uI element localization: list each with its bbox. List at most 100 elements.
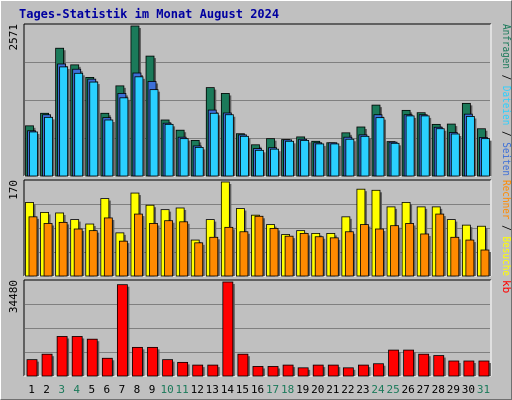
bar-kb-day-9 (147, 346, 158, 377)
bar-kb-day-22 (342, 367, 354, 377)
legend-separator: / (500, 220, 512, 237)
x-tick-label-day-31: 31 (477, 383, 490, 396)
bar-kb-day-7 (116, 284, 128, 377)
bar-dateien-day-16 (255, 149, 264, 177)
x-tick-label-day-27: 27 (417, 383, 430, 396)
x-tick-label-day-18: 18 (281, 383, 294, 396)
x-tick-label-day-15: 15 (236, 383, 249, 396)
bar-kb-day-1 (26, 359, 38, 377)
bar-rechner-day-25 (390, 225, 399, 277)
bar-kb-day-26 (403, 349, 415, 377)
x-tick-label-day-7: 7 (119, 383, 126, 396)
bar-rechner-day-10 (164, 220, 173, 277)
bar-dateien-day-8 (134, 76, 144, 177)
bar-kb-day-25 (388, 349, 399, 377)
x-tick-label-day-24: 24 (371, 383, 385, 396)
bar-kb-day-29 (448, 360, 460, 377)
x-tick-label-day-13: 13 (206, 383, 219, 396)
x-tick-label-day-8: 8 (134, 383, 141, 396)
bar-dateien-day-23 (360, 135, 370, 177)
bar-rechner-day-29 (450, 236, 460, 277)
x-tick-label-day-9: 9 (149, 383, 156, 396)
bar-kb-day-12 (192, 364, 204, 377)
x-tick-label-day-14: 14 (221, 383, 235, 396)
x-tick-label-day-3: 3 (58, 383, 65, 396)
bar-dateien-day-11 (179, 138, 189, 177)
bar-kb-day-23 (358, 364, 369, 377)
x-tick-label-day-6: 6 (104, 383, 111, 396)
x-tick-label-day-4: 4 (73, 383, 80, 396)
bar-kb-day-17 (267, 366, 279, 377)
bar-dateien-day-6 (104, 119, 114, 177)
x-tick-label-day-16: 16 (251, 383, 264, 396)
bar-rechner-day-22 (344, 231, 354, 277)
bar-dateien-day-22 (345, 138, 355, 177)
x-tick-label-day-25: 25 (386, 383, 399, 396)
bar-rechner-day-19 (299, 233, 309, 277)
bar-kb-day-16 (252, 366, 264, 377)
bar-rechner-day-23 (360, 224, 369, 277)
bar-kb-day-24 (373, 363, 384, 377)
bar-rechner-day-30 (465, 239, 475, 277)
bar-kb-day-3 (56, 336, 68, 377)
bar-rechner-day-14 (224, 226, 234, 277)
bar-dateien-day-26 (405, 115, 415, 177)
x-tick-label-day-5: 5 (88, 383, 95, 396)
bar-dateien-day-2 (44, 116, 53, 177)
bar-rechner-day-21 (329, 237, 339, 277)
bar-rechner-day-26 (405, 223, 415, 277)
bar-dateien-day-5 (89, 81, 99, 177)
x-tick-label-day-26: 26 (402, 383, 415, 396)
bar-dateien-day-10 (164, 123, 174, 177)
bar-rechner-day-7 (118, 240, 128, 277)
bar-kb-day-15 (237, 353, 249, 377)
bar-dateien-day-15 (240, 135, 249, 177)
bar-kb-day-19 (297, 367, 309, 377)
y-axis-max-label-3: 34480 (7, 280, 20, 313)
x-tick-label-day-12: 12 (191, 383, 204, 396)
bar-rechner-day-6 (103, 217, 113, 277)
bar-dateien-day-31 (481, 138, 490, 177)
bar-rechner-day-16 (254, 215, 264, 277)
bar-rechner-day-3 (58, 221, 68, 277)
bar-kb-day-21 (327, 364, 339, 377)
bar-rechner-day-2 (43, 223, 53, 277)
bar-rechner-day-17 (269, 228, 279, 277)
legend-labels-1: Anfragen / Dateien / Seiten (500, 24, 512, 176)
bar-kb-day-11 (177, 361, 189, 377)
bar-dateien-day-28 (435, 128, 445, 177)
x-tick-label-day-22: 22 (341, 383, 354, 396)
bar-rechner-day-11 (179, 221, 189, 277)
bar-rechner-day-13 (209, 236, 219, 277)
bar-dateien-day-9 (149, 89, 159, 177)
bar-dateien-day-25 (390, 142, 400, 177)
bar-kb-day-4 (71, 336, 83, 377)
bar-dateien-day-7 (119, 97, 129, 177)
bar-kb-day-8 (132, 346, 143, 377)
y-axis-max-label-2: 170 (7, 180, 20, 200)
bar-kb-day-28 (433, 355, 445, 377)
x-tick-label-day-20: 20 (311, 383, 324, 396)
bar-kb-day-6 (101, 357, 113, 377)
bar-kb-day-14 (222, 281, 234, 377)
bar-dateien-day-18 (285, 140, 294, 177)
bar-dateien-day-17 (270, 148, 279, 177)
x-tick-label-day-11: 11 (176, 383, 189, 396)
legend-labels-2: Rechner / Besuche (500, 180, 512, 276)
x-tick-label-day-17: 17 (266, 383, 279, 396)
chart-title: Tages-Statistik im Monat August 2024 (19, 7, 280, 21)
legend-anfragen: Anfragen (500, 24, 512, 69)
bar-dateien-day-19 (300, 140, 310, 177)
bar-rechner-day-12 (194, 242, 204, 277)
bar-rechner-day-4 (73, 228, 83, 277)
bar-kb-day-27 (418, 353, 430, 377)
legend-labels-3: kb (500, 280, 512, 293)
bar-rechner-day-31 (480, 249, 490, 277)
bar-dateien-day-13 (209, 112, 219, 177)
bar-rechner-day-20 (314, 236, 324, 277)
y-axis-max-label-1: 2571 (7, 24, 20, 51)
bar-dateien-day-27 (420, 115, 430, 177)
bar-rechner-day-28 (435, 213, 445, 277)
x-tick-label-day-19: 19 (296, 383, 309, 396)
bar-rechner-day-27 (420, 233, 430, 277)
